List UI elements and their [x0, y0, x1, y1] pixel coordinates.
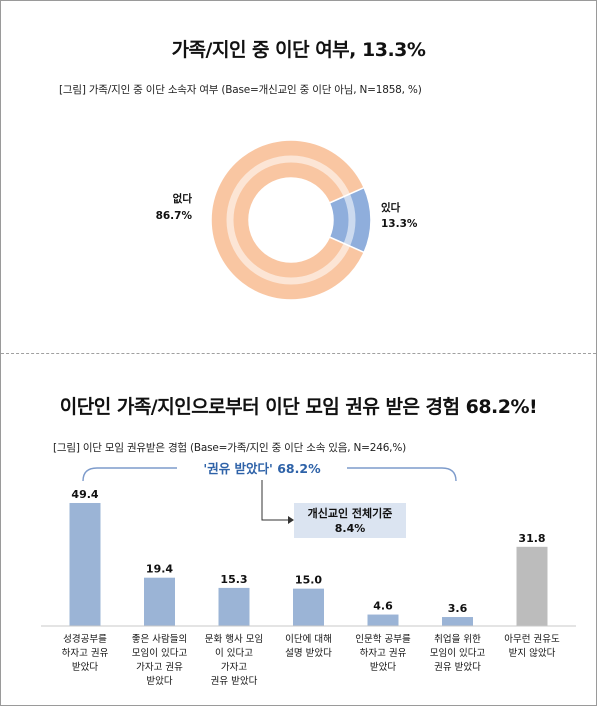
bracket-line [82, 467, 457, 482]
callout-line2: 8.4% [335, 522, 366, 535]
bar-category-label-3: 이단에 대해 설명 받았다 [285, 633, 332, 659]
bar-panel: 이단인 가족/지인으로부터 이단 모임 권유 받은 경험 68.2%! [그림]… [1, 354, 596, 705]
bar-category-label-0: 성경공부를 하자고 권유 받았다 [62, 633, 109, 673]
bar-6 [516, 546, 548, 626]
callout-arrowhead [288, 516, 294, 524]
bar-subtitle: [그림] 이단 모임 권유받은 경험 (Base=가족/지인 중 이단 소속 있… [53, 442, 406, 454]
bar-chart: '권유 받았다' 68.2% 개신교인 전체기준 8.4% 49.4 성경공부를 하… [41, 461, 576, 687]
bar-category-label-4: 인문학 공부를 하자고 권유 받았다 [355, 634, 411, 673]
callout-line1: 개신교인 전체기준 [308, 506, 393, 520]
bar-category-label-1: 좋은 사람들의 모임이 있다고 가자고 권유 받았다 [132, 633, 188, 687]
donut-panel: 가족/지인 중 이단 여부, 13.3% [그림] 가족/지인 중 이단 소속자… [1, 1, 596, 353]
bar-category-label-5: 취업을 위한 모임이 있다고 권유 받았다 [430, 633, 486, 673]
donut-subtitle: [그림] 가족/지인 중 이단 소속자 여부 (Base=개신교인 중 이단 아… [59, 84, 422, 96]
bar-value-label-1: 19.4 [146, 563, 173, 576]
bar-category-label-6: 아무런 권유도 받지 않았다 [504, 633, 560, 659]
donut-chart: 없다 86.7% 있다 13.3% [156, 139, 418, 301]
bar-value-label-2: 15.3 [220, 573, 247, 586]
callout-connector [261, 480, 288, 521]
donut-title: 가족/지인 중 이단 여부, 13.3% [171, 39, 426, 61]
section-divider [1, 353, 596, 354]
donut-label-0: 없다 [173, 192, 193, 205]
bar-2 [218, 587, 250, 626]
bar-1 [144, 577, 175, 626]
donut-value-label-0: 86.7% [156, 210, 193, 222]
bar-4 [367, 614, 399, 626]
donut-inner-ring [226, 155, 356, 285]
bar-0 [69, 502, 101, 626]
bar-value-label-3: 15.0 [295, 574, 322, 587]
bracket-label: '권유 받았다' 68.2% [203, 461, 321, 476]
bar-value-label-5: 3.6 [448, 602, 468, 615]
bar-value-label-6: 31.8 [518, 532, 545, 545]
bar-title: 이단인 가족/지인으로부터 이단 모임 권유 받은 경험 68.2%! [59, 396, 538, 418]
callout-box [294, 503, 406, 538]
bar-value-label-4: 4.6 [373, 600, 393, 613]
donut-label-1: 있다 [381, 201, 401, 214]
donut-value-label-1: 13.3% [381, 218, 418, 230]
bar-value-label-0: 49.4 [71, 488, 98, 501]
bar-5 [442, 617, 473, 626]
bar-category-label-2: 문화 행사 모임 이 있다고 가자고 권유 받았다 [205, 633, 263, 687]
bar-3 [293, 588, 324, 626]
